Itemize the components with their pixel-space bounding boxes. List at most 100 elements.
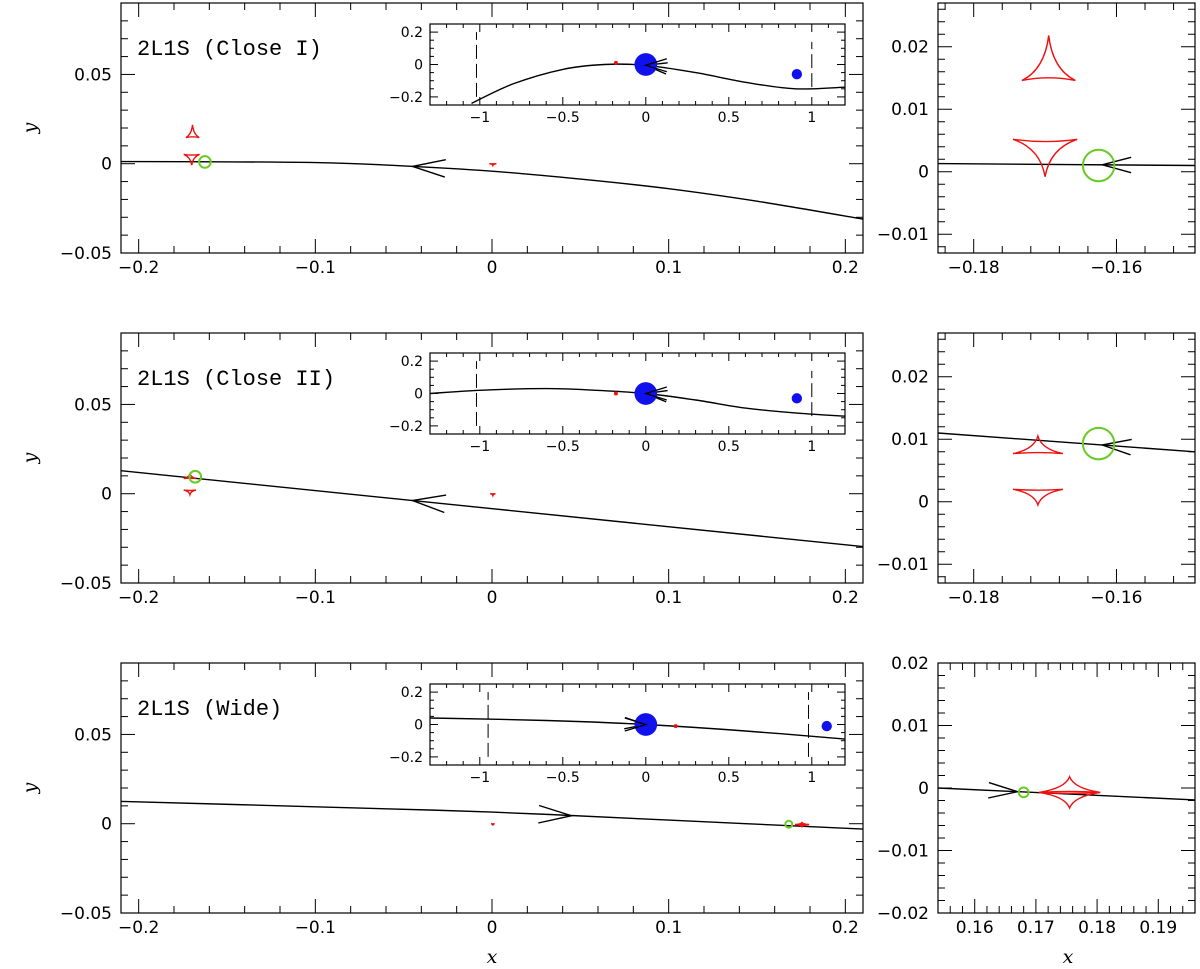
secondary-lens bbox=[791, 393, 803, 404]
x-tick-label: 0.1 bbox=[655, 258, 682, 278]
axes-frame bbox=[937, 2, 1196, 254]
source-circle bbox=[188, 469, 203, 484]
panel-close2-inset: −1 −0.5 0 0.5 1 −0.2 0 0.2 bbox=[389, 352, 846, 455]
panel-title: 2L1S (Close I) bbox=[137, 37, 322, 62]
caustic bbox=[183, 489, 197, 498]
x-tick-label: 0.1 bbox=[655, 588, 682, 608]
y-axis-label: y bbox=[19, 782, 41, 794]
x-axis-label: x bbox=[1063, 946, 1074, 968]
trajectory-arrow bbox=[1099, 156, 1132, 174]
x-tick-label: −0.1 bbox=[295, 588, 336, 608]
y-tick-label: 0.2 bbox=[401, 354, 423, 370]
x-tick-label: 0.1 bbox=[655, 918, 682, 938]
caustic bbox=[185, 124, 200, 139]
y-tick-label: 0 bbox=[918, 163, 929, 183]
x-tick-label: 0.2 bbox=[832, 588, 859, 608]
trajectory-arrow bbox=[1099, 438, 1132, 456]
y-tick-label: 0 bbox=[918, 779, 929, 799]
y-tick-label: 0.05 bbox=[74, 725, 112, 745]
y-tick-label: 0.01 bbox=[891, 430, 929, 450]
y-tick-label: −0.2 bbox=[389, 419, 423, 435]
x-tick-label: 0 bbox=[487, 588, 498, 608]
source-circle bbox=[1081, 148, 1116, 183]
source-trajectory bbox=[938, 162, 1195, 167]
x-tick-label: 1 bbox=[807, 110, 816, 126]
y-tick-label: 0 bbox=[918, 493, 929, 513]
x-tick-label: 1 bbox=[807, 439, 816, 455]
caustic bbox=[1038, 791, 1101, 810]
x-tick-label: 0 bbox=[487, 918, 498, 938]
y-axis-label: y bbox=[19, 122, 41, 134]
x-tick-label: 0 bbox=[641, 439, 650, 455]
trajectory-arrow bbox=[538, 804, 575, 824]
caustic bbox=[1021, 35, 1076, 82]
x-tick-label: −1 bbox=[469, 770, 490, 786]
x-tick-label: −0.2 bbox=[118, 588, 159, 608]
trajectory-arrow bbox=[409, 494, 447, 514]
caustic-mark bbox=[673, 724, 678, 729]
y-tick-label: −0.2 bbox=[389, 90, 423, 106]
x-tick-label: −1 bbox=[469, 110, 490, 126]
y-tick-label: 0.2 bbox=[401, 685, 423, 701]
x-tick-label: −0.5 bbox=[546, 770, 580, 786]
panel-close1-inset: −1 −0.5 0 0.5 1 −0.2 0 0.2 bbox=[389, 23, 846, 126]
y-tick-label: −0.01 bbox=[877, 555, 929, 575]
y-tick-label: −0.01 bbox=[877, 225, 929, 245]
source-circle bbox=[1017, 786, 1030, 799]
panel-wide-zoom: 0.16 0.17 0.18 0.19 −0.02 −0.01 0 0.01 0.02 x bbox=[877, 654, 1196, 968]
y-tick-label: 0.05 bbox=[74, 65, 112, 85]
y-tick-label: 0.02 bbox=[891, 654, 929, 674]
x-tick-label: 0 bbox=[641, 110, 650, 126]
caustic bbox=[794, 823, 810, 829]
inset-arrow bbox=[643, 386, 667, 401]
source-circle bbox=[784, 819, 794, 829]
x-tick-label: −0.2 bbox=[118, 258, 159, 278]
x-tick-label: 0.5 bbox=[718, 770, 740, 786]
caustic bbox=[183, 153, 200, 166]
x-tick-label: 0.17 bbox=[1017, 918, 1055, 938]
trajectory-arrow bbox=[988, 781, 1021, 799]
x-tick-label: −0.16 bbox=[1090, 588, 1142, 608]
y-axis-label: y bbox=[19, 452, 41, 464]
caustic-mark bbox=[613, 391, 618, 396]
y-tick-label: −0.2 bbox=[389, 750, 423, 766]
source-trajectory bbox=[121, 470, 863, 548]
y-tick-label: 0 bbox=[414, 57, 423, 73]
source-trajectory bbox=[938, 432, 1195, 453]
y-tick-label: −0.05 bbox=[60, 574, 112, 594]
primary-lens bbox=[634, 53, 658, 76]
y-tick-label: 0 bbox=[101, 155, 112, 175]
x-tick-label: 0.2 bbox=[832, 258, 859, 278]
axes-frame bbox=[937, 662, 1196, 914]
source-trajectory bbox=[121, 160, 863, 220]
y-tick-label: 0 bbox=[101, 815, 112, 835]
x-tick-label: −0.18 bbox=[948, 588, 1000, 608]
x-tick-label: −1 bbox=[469, 439, 490, 455]
inset-arrow bbox=[643, 58, 667, 73]
x-tick-label: 0.5 bbox=[718, 439, 740, 455]
source-trajectory bbox=[121, 800, 863, 830]
x-tick-label: 0 bbox=[487, 258, 498, 278]
y-tick-label: 0.02 bbox=[891, 38, 929, 58]
panel-close2-main: −0.2 −0.1 0 0.1 0.2 −0.05 0 0.05 2L1S (Close II)… bbox=[19, 332, 864, 608]
panel-wide-inset: −1 −0.5 0 0.5 1 −0.2 0 0.2 bbox=[389, 683, 846, 786]
panel-close1-zoom: −0.18 −0.16 −0.01 0 0.01 0.02 bbox=[877, 2, 1196, 278]
panel-close2-zoom: −0.18 −0.16 −0.01 0 0.01 0.02 bbox=[877, 332, 1196, 608]
y-tick-label: −0.05 bbox=[60, 904, 112, 924]
x-tick-label: 0.19 bbox=[1139, 918, 1177, 938]
x-axis-label: x bbox=[487, 946, 498, 968]
y-tick-label: 0 bbox=[101, 485, 112, 505]
caustic bbox=[490, 823, 495, 826]
x-tick-label: 0 bbox=[641, 770, 650, 786]
x-tick-label: −0.16 bbox=[1090, 258, 1142, 278]
caustic bbox=[1012, 488, 1064, 508]
x-tick-label: 0.5 bbox=[718, 110, 740, 126]
x-tick-label: −0.1 bbox=[295, 918, 336, 938]
x-tick-label: 0.2 bbox=[832, 918, 859, 938]
source-circle bbox=[198, 155, 212, 169]
panel-title: 2L1S (Close II) bbox=[137, 367, 335, 392]
caustic bbox=[1038, 774, 1101, 794]
axes-frame bbox=[937, 332, 1196, 584]
panel-close1-main: −0.2 −0.1 0 0.1 0.2 −0.05 0 0.05 2L1S (Close I) y bbox=[19, 2, 864, 278]
